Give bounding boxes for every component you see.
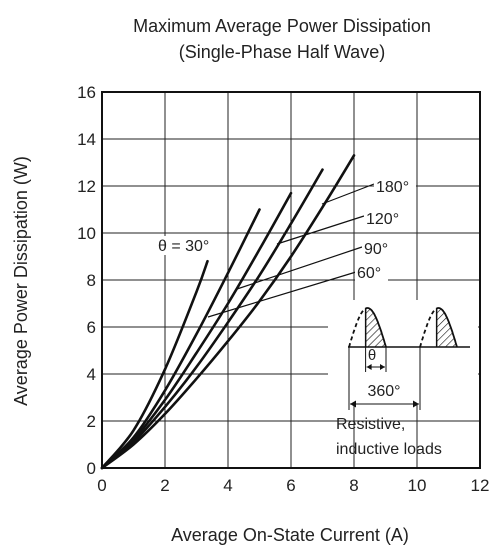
- series-line-90deg: [100, 191, 293, 470]
- series-label-bg: [374, 177, 416, 196]
- series-label-30deg: θ = 30°: [158, 238, 209, 255]
- series-label-60deg: 60°: [357, 265, 381, 282]
- waveform-inset: [328, 300, 478, 410]
- series-label-leader: [321, 183, 375, 205]
- chart-subtitle: (Single-Phase Half Wave): [179, 42, 385, 62]
- inset-wave-off: [419, 307, 438, 348]
- inset-period-label: 360°: [367, 383, 400, 400]
- series-label-bg: [156, 236, 225, 255]
- series-label-bg: [355, 263, 388, 282]
- x-tick-label: 4: [223, 476, 232, 495]
- y-tick-label: 16: [77, 83, 96, 102]
- inset-theta-arrowheads: [366, 364, 385, 370]
- y-tick-label: 14: [77, 130, 96, 149]
- series-label-90deg: 90°: [364, 241, 388, 258]
- y-tick-label: 0: [87, 459, 96, 478]
- x-tick-label: 6: [286, 476, 295, 495]
- series-line-180deg: [100, 154, 356, 470]
- chart-title: Maximum Average Power Dissipation: [133, 16, 431, 36]
- x-tick-label: 8: [349, 476, 358, 495]
- x-axis-label: Average On-State Current (A): [171, 525, 409, 545]
- inset-conduction-area: [436, 308, 457, 347]
- y-tick-label: 4: [87, 365, 96, 384]
- inset-conduction-area: [365, 308, 386, 347]
- inset-wave-on: [365, 307, 387, 348]
- series-label-120deg: 120°: [366, 211, 399, 228]
- grid: [101, 91, 481, 469]
- load-note-line-2: inductive loads: [336, 441, 442, 458]
- inset-background: [328, 300, 478, 404]
- series-lines: [100, 154, 356, 470]
- series-label-leader: [207, 271, 357, 318]
- series-line-30deg: [100, 259, 209, 470]
- plot-frame: [101, 91, 481, 469]
- x-tick-label: 10: [408, 476, 427, 495]
- y-tick-label: 2: [87, 412, 96, 431]
- series-label-leader: [276, 215, 365, 245]
- x-tick-label: 2: [160, 476, 169, 495]
- inset-theta-label: θ: [368, 347, 376, 364]
- inset-wave-on: [436, 307, 458, 348]
- series-label-bg: [362, 239, 395, 258]
- x-tick-label: 0: [97, 476, 106, 495]
- series-label-bg: [364, 209, 406, 228]
- y-tick-label: 10: [77, 224, 96, 243]
- series-labels: θ = 30° 60° 90° 120° 180°: [156, 177, 416, 318]
- y-axis-label: Average Power Dissipation (W): [11, 156, 31, 406]
- series-line-60deg: [100, 208, 261, 470]
- series-line-120deg: [100, 168, 324, 470]
- inset-wave-off: [348, 307, 367, 348]
- y-tick-label: 12: [77, 177, 96, 196]
- series-label-180deg: 180°: [376, 179, 409, 196]
- tick-labels: 0 2 4 6 8 10 12 0 2 4 6 8 10 12 14 16: [77, 83, 489, 495]
- x-tick-label: 12: [471, 476, 490, 495]
- load-note-line-1: Resistive,: [336, 416, 405, 433]
- series-label-leader: [236, 246, 363, 290]
- y-tick-label: 6: [87, 318, 96, 337]
- y-tick-label: 8: [87, 271, 96, 290]
